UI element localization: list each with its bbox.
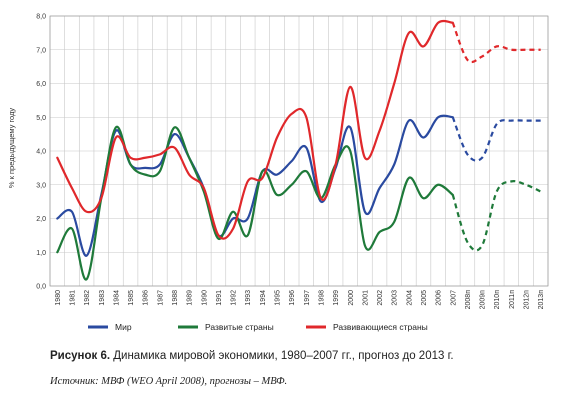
y-tick-label: 8,0 — [36, 14, 46, 21]
chart-grid — [49, 15, 549, 287]
figure-source: Источник: МВФ (WEO April 2008), прогнозы… — [50, 376, 288, 387]
x-tick-label: 2012п — [524, 290, 531, 310]
x-tick-label: 1984 — [113, 290, 120, 306]
y-tick-label: 2,0 — [36, 216, 46, 223]
y-tick-label: 1,0 — [36, 250, 46, 257]
x-tick-label: 2001 — [362, 290, 369, 306]
plot-frame — [49, 15, 549, 287]
x-tick-label: 1999 — [333, 290, 340, 306]
x-tick-label: 1982 — [84, 290, 91, 306]
x-tick-label: 1989 — [187, 290, 194, 306]
caption-label: Рисунок 6. — [50, 350, 111, 362]
y-axis-ticks: 0,0 1,0 2,0 3,0 4,0 5,0 6,0 7,0 8,0 — [36, 14, 46, 291]
series-1-line-forecast — [451, 116, 541, 162]
x-tick-label: 2009п — [480, 290, 487, 310]
x-tick-label: 1995 — [275, 290, 282, 306]
figure-caption: Рисунок 6. Динамика мировой экономики, 1… — [50, 350, 454, 362]
x-tick-label: 2006 — [436, 290, 443, 306]
y-tick-label: 3,0 — [36, 182, 46, 189]
legend-label: Мир — [115, 322, 132, 332]
x-tick-label: 1981 — [69, 290, 76, 306]
x-tick-label: 1990 — [201, 290, 208, 306]
x-tick-label: 1986 — [143, 290, 150, 306]
series-3-line-forecast — [451, 22, 541, 64]
x-tick-label: 1985 — [128, 290, 135, 306]
x-tick-label: 1987 — [157, 290, 164, 306]
x-tick-label: 2013п — [538, 290, 545, 310]
x-tick-label: 1993 — [245, 290, 252, 306]
x-tick-label: 1992 — [231, 290, 238, 306]
y-tick-label: 7,0 — [36, 47, 46, 54]
x-tick-label: 1983 — [99, 290, 106, 306]
x-tick-label: 2011п — [509, 290, 516, 309]
x-tick-label: 1988 — [172, 290, 179, 306]
x-tick-label: 1997 — [304, 290, 311, 306]
x-tick-label: 2000 — [348, 290, 355, 306]
line-chart: 0,0 1,0 2,0 3,0 4,0 5,0 6,0 7,0 8,0 1980 1981 1982… — [7, 14, 549, 332]
y-tick-label: 5,0 — [36, 115, 46, 122]
x-tick-label: 2003 — [392, 290, 399, 306]
x-tick-label: 1996 — [289, 290, 296, 306]
x-tick-label: 1998 — [318, 290, 325, 306]
series-2-line-actual — [56, 125, 454, 281]
x-tick-label: 1991 — [216, 290, 223, 306]
x-tick-label: 2004 — [406, 290, 413, 306]
chart-series — [56, 19, 542, 281]
x-tick-label: 1994 — [260, 290, 267, 306]
legend-label: Развитые страны — [205, 322, 274, 332]
x-tick-label: 2008п — [465, 290, 472, 310]
x-tick-label: 2010п — [494, 290, 501, 310]
series-2-line-forecast — [451, 180, 542, 252]
y-tick-label: 6,0 — [36, 81, 46, 88]
x-tick-label: 2005 — [421, 290, 428, 306]
legend-label: Развивающиеся страны — [333, 322, 428, 332]
chart-legend: Мир Развитые страны Развивающиеся страны — [88, 322, 428, 332]
y-tick-label: 4,0 — [36, 149, 46, 156]
x-axis-ticks: 1980 1981 1982 1983 1984 1985 1986 1987 1988 1989… — [55, 290, 545, 310]
x-tick-label: 2007 — [450, 290, 457, 306]
y-axis-label: % к предыдущему году — [7, 108, 16, 189]
caption-text: Динамика мировой экономики, 1980–2007 гг… — [110, 350, 454, 362]
x-tick-label: 1980 — [55, 290, 62, 306]
series-3-line-actual — [56, 19, 454, 240]
x-tick-label: 2002 — [377, 290, 384, 306]
y-tick-label: 0,0 — [36, 284, 46, 291]
